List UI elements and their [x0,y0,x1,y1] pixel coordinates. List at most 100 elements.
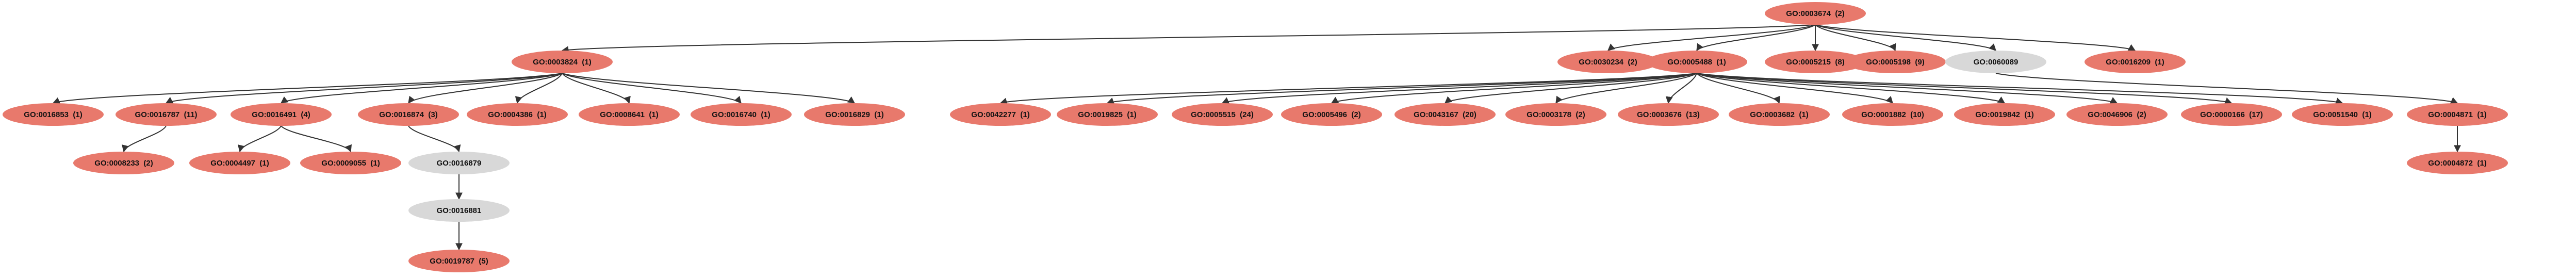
node-166[interactable]: GO:0000166 (17) [2181,103,2282,126]
node-5198[interactable]: GO:0005198 (9) [1845,51,1946,73]
node-ellipse[interactable] [1172,103,1273,126]
node-ellipse[interactable] [2407,152,2508,174]
node-4871[interactable]: GO:0004871 (1) [2407,103,2508,126]
node-ellipse[interactable] [116,103,217,126]
node-label: GO:0003674 (2) [1786,9,1844,18]
node-16853[interactable]: GO:0016853 (1) [3,103,104,126]
node-16209[interactable]: GO:0016209 (1) [2085,51,2186,73]
node-ellipse[interactable] [1557,51,1659,73]
node-layer: GO:0003674 (2) GO:0003824 (1) GO:0030234 (… [3,2,2508,272]
node-ellipse[interactable] [408,152,510,174]
edge-3674-to-60089 [1815,24,1996,51]
node-ellipse[interactable] [2292,103,2393,126]
node-ellipse[interactable] [512,51,613,73]
node-label: GO:0019842 (1) [1975,110,2033,119]
edge-16491-to-9055 [281,125,352,153]
node-46906[interactable]: GO:0046906 (2) [2066,103,2168,126]
edge-16874-to-16879 [408,125,461,153]
node-19825[interactable]: GO:0019825 (1) [1057,103,1158,126]
node-3178[interactable]: GO:0003178 (2) [1505,103,1606,126]
node-ellipse[interactable] [1729,103,1830,126]
node-ellipse[interactable] [1842,103,1943,126]
node-5488[interactable]: GO:0005488 (1) [1646,51,1747,73]
edge-5488-to-51540 [1696,73,2343,105]
node-label: GO:0051540 (1) [2313,110,2371,119]
node-ellipse[interactable] [1765,51,1866,73]
node-ellipse[interactable] [1394,103,1496,126]
node-ellipse[interactable] [2066,103,2168,126]
node-ellipse[interactable] [1057,103,1158,126]
node-label: GO:0030234 (2) [1579,58,1637,67]
node-label: GO:0005496 (2) [1302,110,1360,119]
node-16491[interactable]: GO:0016491 (4) [231,103,332,126]
node-label: GO:0000166 (17) [2200,110,2263,119]
node-3674[interactable]: GO:0003674 (2) [1765,2,1866,25]
node-ellipse[interactable] [73,152,174,174]
node-16740[interactable]: GO:0016740 (1) [691,103,792,126]
node-ellipse[interactable] [2181,103,2282,126]
node-label: GO:0060089 [1974,58,2019,67]
node-3676[interactable]: GO:0003676 (13) [1618,103,1719,126]
node-ellipse[interactable] [579,103,680,126]
node-16787[interactable]: GO:0016787 (11) [116,103,217,126]
node-ellipse[interactable] [1281,103,1382,126]
node-ellipse[interactable] [1845,51,1946,73]
node-19842[interactable]: GO:0019842 (1) [1954,103,2055,126]
node-60089[interactable]: GO:0060089 [1945,51,2046,73]
node-43167[interactable]: GO:0043167 (20) [1394,103,1496,126]
node-ellipse[interactable] [408,250,510,272]
node-ellipse[interactable] [408,199,510,222]
node-ellipse[interactable] [1505,103,1606,126]
node-ellipse[interactable] [1618,103,1719,126]
node-16829[interactable]: GO:0016829 (1) [804,103,905,126]
node-label: GO:0019825 (1) [1078,110,1136,119]
node-9055[interactable]: GO:0009055 (1) [300,152,401,174]
edge-3824-to-4386 [515,73,563,104]
node-ellipse[interactable] [1945,51,2046,73]
node-8641[interactable]: GO:0008641 (1) [579,103,680,126]
node-3682[interactable]: GO:0003682 (1) [1729,103,1830,126]
node-label: GO:0005515 (24) [1191,110,1254,119]
node-19787[interactable]: GO:0019787 (5) [408,250,510,272]
node-16881[interactable]: GO:0016881 [408,199,510,222]
node-5215[interactable]: GO:0005215 (8) [1765,51,1866,73]
node-ellipse[interactable] [804,103,905,126]
node-ellipse[interactable] [2407,103,2508,126]
node-ellipse[interactable] [1646,51,1747,73]
edge-3824-to-16829 [562,73,856,104]
node-label: GO:0016491 (4) [252,110,310,119]
node-label: GO:0003824 (1) [533,58,591,67]
node-ellipse[interactable] [950,103,1051,126]
node-ellipse[interactable] [691,103,792,126]
node-ellipse[interactable] [1765,2,1866,25]
node-42277[interactable]: GO:0042277 (1) [950,103,1051,126]
node-16874[interactable]: GO:0016874 (3) [358,103,459,126]
node-5515[interactable]: GO:0005515 (24) [1172,103,1273,126]
node-4386[interactable]: GO:0004386 (1) [467,103,568,126]
node-ellipse[interactable] [358,103,459,126]
node-4497[interactable]: GO:0004497 (1) [189,152,290,174]
node-label: GO:0004386 (1) [488,110,546,119]
edge-3674-to-16209 [1815,24,2136,51]
node-51540[interactable]: GO:0051540 (1) [2292,103,2393,126]
node-ellipse[interactable] [189,152,290,174]
node-ellipse[interactable] [467,103,568,126]
node-label: GO:0046906 (2) [2088,110,2146,119]
edge-3674-to-30234 [1607,24,1816,51]
node-ellipse[interactable] [1954,103,2055,126]
node-label: GO:0016874 (3) [379,110,437,119]
node-30234[interactable]: GO:0030234 (2) [1557,51,1659,73]
node-4872[interactable]: GO:0004872 (1) [2407,152,2508,174]
edge-3674-to-5198 [1815,24,1896,52]
edge-16491-to-4497 [238,125,282,153]
node-1882[interactable]: GO:0001882 (10) [1842,103,1943,126]
node-3824[interactable]: GO:0003824 (1) [512,51,613,73]
node-ellipse[interactable] [2085,51,2186,73]
node-ellipse[interactable] [3,103,104,126]
node-16879[interactable]: GO:0016879 [408,152,510,174]
node-8233[interactable]: GO:0008233 (2) [73,152,174,174]
edge-3824-to-16491 [280,73,563,104]
node-ellipse[interactable] [231,103,332,126]
node-ellipse[interactable] [300,152,401,174]
node-5496[interactable]: GO:0005496 (2) [1281,103,1382,126]
